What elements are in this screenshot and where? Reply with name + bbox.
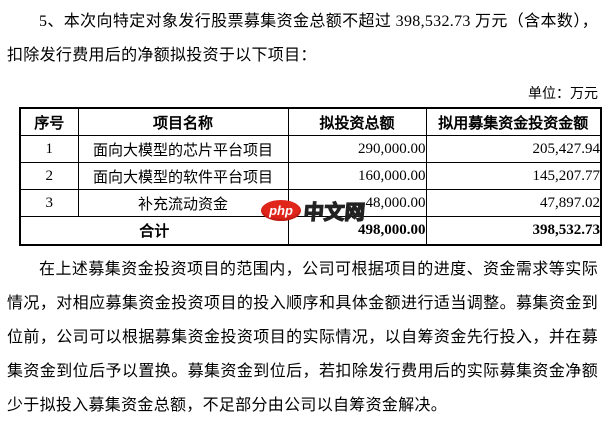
table-total-row: 合计 498,000.00 398,532.73	[19, 216, 602, 246]
cell-total-investment: 160,000.00	[287, 162, 427, 190]
unit-label: 单位：万元	[528, 87, 598, 102]
cell-project-name: 面向大模型的芯片平台项目	[77, 135, 289, 163]
table-row: 2 面向大模型的软件平台项目 160,000.00 145,207.77	[19, 162, 602, 190]
cell-row-no: 3	[19, 189, 79, 217]
cell-project-name: 面向大模型的软件平台项目	[77, 162, 289, 190]
investment-projects-table: 序号 项目名称 拟投资总额 拟用募集资金投资金额 1 面向大模型的芯片平台项目 …	[19, 107, 602, 246]
col-header-raised-funds: 拟用募集资金投资金额	[425, 107, 602, 136]
cell-row-no: 2	[19, 162, 79, 190]
cell-raised-funds: 47,897.02	[425, 189, 602, 217]
cell-total-label: 合计	[19, 216, 289, 246]
cell-raised-funds: 145,207.77	[425, 162, 602, 190]
cell-project-name: 补充流动资金	[77, 189, 289, 217]
paragraph-fund-adjustment: 在上述募集资金投资项目的范围内，公司可根据项目的进度、资金需求等实际情况，对相应…	[7, 261, 598, 414]
col-header-total-investment: 拟投资总额	[287, 107, 427, 136]
cell-raised-funds-sum: 398,532.73	[425, 216, 602, 246]
cell-row-no: 1	[19, 135, 79, 163]
col-header-no: 序号	[19, 107, 79, 136]
cell-raised-funds: 205,427.94	[425, 135, 602, 163]
paragraph-raise-summary: 5、本次向特定对象发行股票募集资金总额不超过 398,532.73 万元（含本数…	[7, 13, 598, 64]
table-header-row: 序号 项目名称 拟投资总额 拟用募集资金投资金额	[19, 107, 602, 136]
cell-total-investment-sum: 498,000.00	[287, 216, 427, 246]
col-header-project-name: 项目名称	[77, 107, 289, 136]
cell-total-investment: 290,000.00	[287, 135, 427, 163]
cell-total-investment: 48,000.00	[287, 189, 427, 217]
table-row: 3 补充流动资金 48,000.00 47,897.02	[19, 189, 602, 217]
table-row: 1 面向大模型的芯片平台项目 290,000.00 205,427.94	[19, 135, 602, 163]
